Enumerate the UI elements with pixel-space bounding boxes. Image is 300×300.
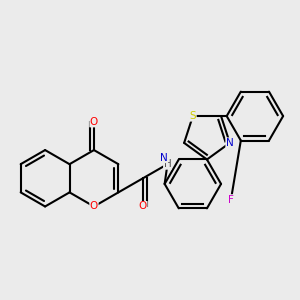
Text: S: S [190,111,196,121]
Text: O: O [90,117,98,127]
Text: O: O [90,202,98,212]
Text: N: N [160,153,168,163]
Text: H: H [164,159,171,169]
Text: F: F [228,195,234,205]
Text: N: N [226,138,234,148]
Text: O: O [139,202,147,212]
